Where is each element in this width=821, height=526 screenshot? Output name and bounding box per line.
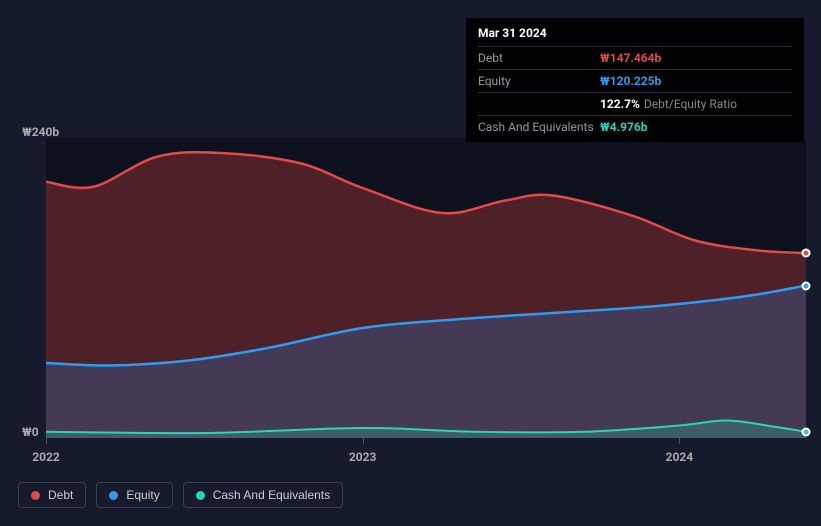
tooltip-row: 122.7% Debt/Equity Ratio [478,92,792,115]
tooltip-row-suffix: Debt/Equity Ratio [644,97,737,111]
x-axis-label: 2022 [32,450,60,464]
x-axis-tick [46,438,47,444]
tooltip-row-label: Equity [478,74,600,88]
tooltip-row: Debt₩147.464b [478,46,792,69]
legend-swatch [196,491,205,500]
x-axis-tick [679,438,680,444]
x-axis-label: 2023 [349,450,377,464]
tooltip-date: Mar 31 2024 [478,26,792,46]
legend-item-cash-and-equivalents[interactable]: Cash And Equivalents [183,482,343,508]
chart-container [16,125,806,445]
series-end-marker [802,249,811,258]
y-axis-label-max: ₩240b [22,125,59,139]
y-axis-label-min: ₩0 [22,425,39,439]
tooltip-row-label: Debt [478,51,600,65]
tooltip-row-label [478,97,600,111]
legend-item-debt[interactable]: Debt [18,482,86,508]
legend-label: Debt [48,488,73,502]
x-axis: 202220232024 [46,450,806,470]
legend-swatch [109,491,118,500]
tooltip-row-value: ₩4.976b [600,120,648,134]
tooltip-row-label: Cash And Equivalents [478,120,600,134]
series-end-marker [802,427,811,436]
series-end-marker [802,281,811,290]
tooltip-row-value: ₩120.225b [600,74,661,88]
x-axis-tick [363,438,364,444]
legend-label: Equity [126,488,159,502]
chart-tooltip: Mar 31 2024 Debt₩147.464bEquity₩120.225b… [466,18,804,142]
tooltip-row: Cash And Equivalents₩4.976b [478,115,792,138]
tooltip-row-value: ₩147.464b [600,51,661,65]
chart-plot-area[interactable] [46,138,806,438]
tooltip-row: Equity₩120.225b [478,69,792,92]
chart-legend: Debt Equity Cash And Equivalents [18,482,343,508]
x-axis-label: 2024 [666,450,694,464]
legend-item-equity[interactable]: Equity [96,482,172,508]
tooltip-row-value: 122.7% [600,97,640,111]
legend-swatch [31,491,40,500]
legend-label: Cash And Equivalents [213,488,330,502]
